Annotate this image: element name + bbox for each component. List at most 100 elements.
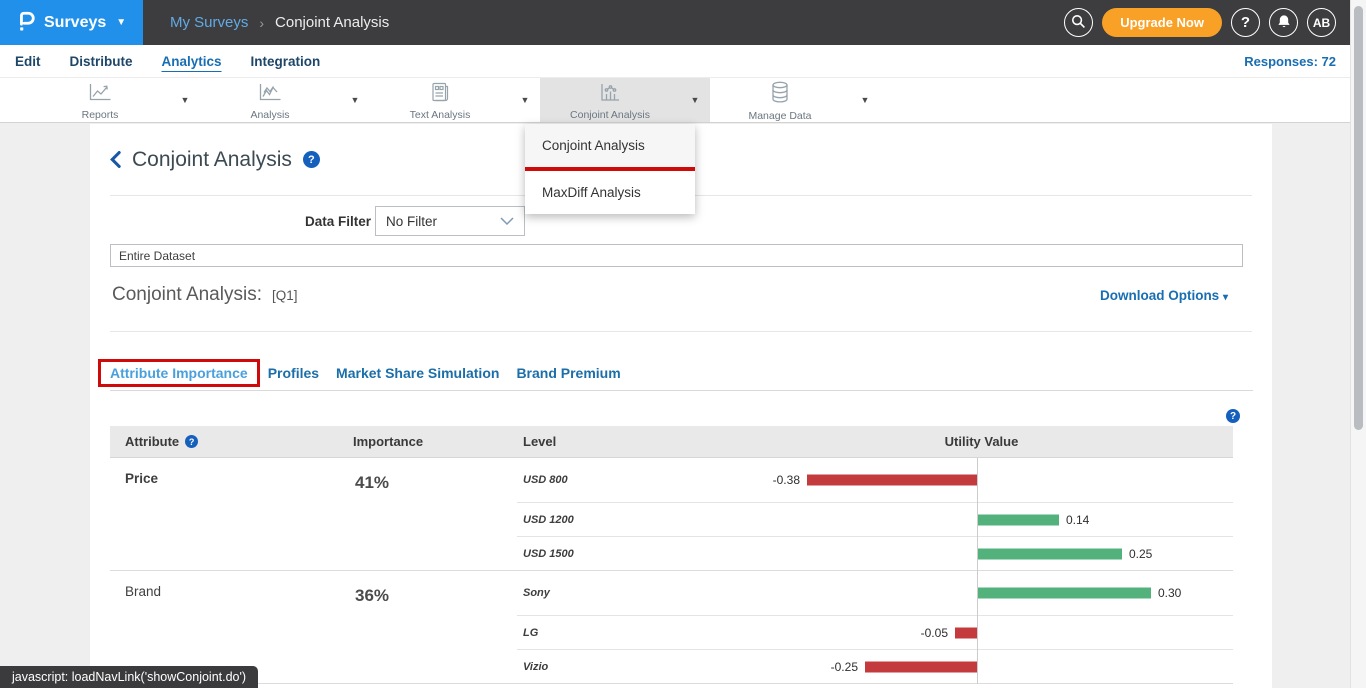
attribute-group-price: Price 41% USD 800 -0.38 USD 1200 0.14 USD 1500… [110, 458, 1233, 571]
attribute-name: Price [125, 471, 159, 486]
utility-bar [865, 661, 978, 672]
utility-bar [978, 514, 1059, 525]
utility-bar [807, 474, 978, 486]
nav-distribute[interactable]: Distribute [69, 53, 133, 69]
avatar[interactable]: AB [1307, 8, 1336, 37]
col-utility-value: Utility Value [944, 434, 1019, 449]
product-switcher-label: Surveys [44, 13, 107, 31]
toolbar-label: Analysis [250, 108, 290, 121]
toolbar-manage-data[interactable]: Manage Data ▼ [710, 78, 880, 122]
survey-nav: Edit Distribute Analytics Integration Respo… [0, 45, 1366, 77]
analytics-toolbar: Reports ▼ Analysis ▼ Text Analysis ▼ Conjoint … [0, 77, 1366, 123]
scrollbar-thumb[interactable] [1354, 6, 1363, 430]
toolbar-text-analysis[interactable]: Text Analysis ▼ [370, 78, 540, 122]
chevron-down-icon[interactable]: ▼ [690, 95, 700, 105]
breadcrumb-current: Conjoint Analysis [275, 14, 390, 31]
toolbar-label: Text Analysis [409, 109, 471, 121]
utility-value-label: 0.14 [1066, 512, 1090, 527]
utility-value-label: 0.25 [1129, 546, 1153, 561]
annotation-underline [525, 167, 695, 171]
zero-axis-line [977, 458, 978, 684]
breadcrumb-my-surveys[interactable]: My Surveys [170, 14, 249, 31]
attribute-group-brand: Brand 36% Sony 0.30 LG -0.05 Vizio -0.25 [110, 571, 1233, 684]
utility-bar [978, 548, 1122, 559]
level-row-usd-1500: USD 1500 0.25 [517, 536, 1233, 570]
col-level: Level [523, 434, 557, 449]
utility-value-label: -0.38 [772, 473, 800, 487]
level-row-usd-1200: USD 1200 0.14 [517, 502, 1233, 536]
breadcrumb-separator: › [259, 14, 265, 31]
utility-bar-area: 0.14 [730, 503, 1233, 536]
product-switcher[interactable]: Surveys ▼ [0, 0, 143, 45]
level-row-usd-800: USD 800 -0.38 [517, 458, 1233, 502]
level-rows: USD 800 -0.38 USD 1200 0.14 USD 1500 0.25 [517, 458, 1233, 570]
tab-market-share-simulation[interactable]: Market Share Simulation [336, 364, 500, 381]
download-options-label: Download Options [1099, 288, 1220, 303]
chevron-down-icon[interactable]: ▼ [350, 95, 360, 105]
data-filter-select[interactable]: No Filter [375, 206, 525, 236]
utility-bar [978, 587, 1151, 599]
table-body: Price 41% USD 800 -0.38 USD 1200 0.14 USD 1500… [110, 458, 1233, 684]
analysis-heading-label: Conjoint Analysis: [112, 284, 262, 305]
back-chevron-icon[interactable] [110, 151, 121, 168]
help-button[interactable]: ? [1231, 8, 1260, 37]
download-options-button[interactable]: Download Options ▾ [1100, 288, 1228, 303]
chevron-down-icon[interactable]: ▼ [180, 95, 190, 105]
tab-brand-premium[interactable]: Brand Premium [516, 364, 621, 381]
analysis-tabs: Attribute Importance Profiles Market Share… [98, 355, 1253, 391]
status-bar: javascript: loadNavLink('showConjoint.do… [0, 666, 259, 688]
importance-value: 41% [355, 473, 390, 492]
chevron-down-icon: ▾ [1222, 292, 1228, 303]
level-row-lg: LG -0.05 [517, 615, 1233, 649]
chevron-down-icon: ▼ [116, 17, 127, 28]
col-importance: Importance [353, 434, 424, 449]
attribute-name: Brand [125, 584, 162, 599]
toolbar-analysis[interactable]: Analysis ▼ [200, 78, 370, 122]
upgrade-now-button[interactable]: Upgrade Now [1102, 8, 1222, 37]
level-rows: Sony 0.30 LG -0.05 Vizio -0.25 [517, 571, 1233, 683]
tab-attribute-importance[interactable]: Attribute Importance [98, 358, 260, 387]
nav-edit[interactable]: Edit [15, 53, 41, 69]
dataset-field[interactable]: Entire Dataset [110, 244, 1243, 267]
content-card: Conjoint Analysis ? Data Filter No Filte… [90, 124, 1272, 688]
level-label: LG [523, 626, 539, 639]
toolbar-conjoint-analysis[interactable]: Conjoint Analysis ▼ [540, 78, 710, 122]
page-title: Conjoint Analysis [132, 147, 292, 171]
menu-item-conjoint-analysis[interactable]: Conjoint Analysis [525, 124, 695, 167]
chevron-down-icon[interactable]: ▼ [860, 95, 870, 105]
nav-integration[interactable]: Integration [250, 53, 321, 69]
divider [110, 331, 1252, 332]
table-help-icon[interactable]: ? [1226, 409, 1240, 423]
utility-bar-area: 0.30 [730, 571, 1233, 615]
menu-item-maxdiff-analysis[interactable]: MaxDiff Analysis [542, 185, 641, 200]
toolbar-label: Manage Data [748, 110, 812, 122]
level-row-vizio: Vizio -0.25 [517, 649, 1233, 683]
attribute-help-icon[interactable]: ? [185, 435, 199, 448]
data-filter-value: No Filter [386, 213, 438, 229]
nav-analytics[interactable]: Analytics [161, 53, 222, 69]
scrollbar[interactable] [1350, 0, 1366, 688]
attribute-importance-table: Attribute ? Importance Level Utility Val… [110, 426, 1233, 688]
tab-profiles[interactable]: Profiles [267, 364, 320, 381]
responses-count: Responses: 72 [1244, 53, 1336, 69]
toolbar-label: Reports [81, 108, 119, 121]
data-icon [770, 81, 790, 108]
analysis-question-code: [Q1] [271, 288, 298, 303]
questionpro-logo-icon [16, 8, 36, 38]
top-header: Surveys ▼ My Surveys › Conjoint Analysis… [0, 0, 1366, 45]
level-label: Sony [523, 587, 550, 599]
utility-value-label: -0.25 [830, 659, 858, 674]
text-icon [430, 82, 450, 107]
utility-bar-area: -0.38 [730, 458, 1233, 502]
chevron-down-icon[interactable]: ▼ [520, 95, 530, 105]
toolbar-reports[interactable]: Reports ▼ [30, 78, 200, 122]
utility-bar-area: 0.25 [730, 537, 1233, 570]
col-attribute: Attribute ? [110, 434, 345, 449]
notifications-button[interactable] [1269, 8, 1298, 37]
title-help-icon[interactable]: ? [302, 151, 320, 168]
level-label: USD 1500 [523, 547, 574, 560]
level-row-sony: Sony 0.30 [517, 571, 1233, 615]
table-header-row: Attribute ? Importance Level Utility Val… [110, 426, 1233, 458]
search-button[interactable] [1064, 8, 1094, 37]
reports-icon [88, 83, 112, 107]
